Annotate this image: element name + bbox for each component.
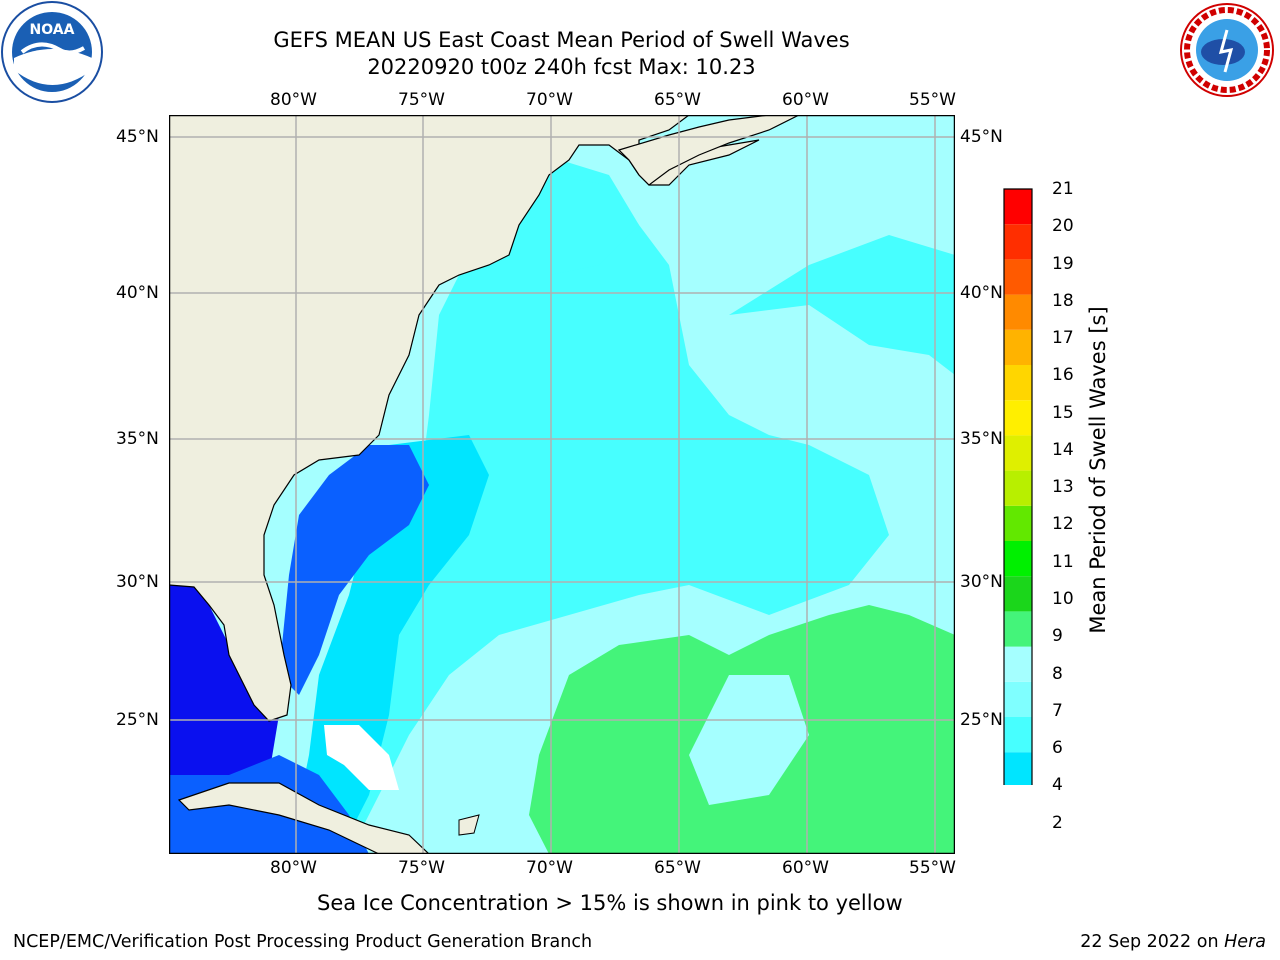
colorbar-ticks: 2 4 6 7 8 9 10 11 12 13 14 15 16 17 18 19 20 21 — [1052, 0, 1092, 960]
colorbar-segment — [1004, 541, 1032, 577]
colorbar-tick-label: 21 — [1052, 179, 1074, 199]
lon-label-bottom: 55°W — [909, 858, 956, 878]
noaa-logo: NOAA — [0, 0, 105, 105]
sea-ice-note: Sea Ice Concentration > 15% is shown in … — [317, 891, 903, 915]
noaa-logo-text: NOAA — [30, 22, 75, 38]
lon-label-bottom: 60°W — [782, 858, 829, 878]
colorbar-tick-label: 7 — [1052, 700, 1063, 721]
colorbar-tick-label: 14 — [1052, 439, 1074, 460]
lon-label-top: 70°W — [526, 90, 573, 110]
lat-label-right: 40°N — [960, 283, 1003, 303]
colorbar-tick-label: 19 — [1052, 253, 1074, 274]
colorbar-svg — [1003, 188, 1033, 852]
bahamas-banks — [324, 725, 399, 790]
colorbar-tick-label: 20 — [1052, 216, 1074, 237]
colorbar-segment — [1004, 681, 1032, 717]
map-frame — [168, 114, 956, 855]
colorbar-segment — [1004, 400, 1032, 436]
colorbar-tick-label: 13 — [1052, 477, 1074, 498]
colorbar-tick-label: 15 — [1052, 402, 1074, 423]
footer-date: 22 Sep 2022 on Hera — [1080, 932, 1266, 952]
colorbar-segment — [1004, 611, 1032, 647]
lat-label-right: 45°N — [960, 127, 1003, 147]
hispaniola-land — [458, 814, 480, 836]
colorbar-frame — [1003, 188, 1033, 823]
lat-label-left: 25°N — [116, 710, 159, 730]
swell-zone-7s — [289, 155, 889, 854]
cuba-land — [177, 782, 430, 854]
map-gridlines — [169, 115, 955, 854]
map-panel — [168, 114, 956, 855]
colorbar-tick-label: 4 — [1052, 775, 1063, 796]
swell-zone-gulf-maine — [529, 175, 639, 275]
colorbar-segment — [1004, 259, 1032, 295]
colorbar-tick-label: 2 — [1052, 812, 1063, 833]
lon-label-top: 75°W — [398, 90, 445, 110]
colorbar — [1000, 185, 1060, 852]
nws-logo — [1177, 0, 1280, 100]
footer-host: Hera — [1224, 932, 1266, 952]
lat-label-right: 25°N — [960, 710, 1003, 730]
colorbar-segment — [1004, 505, 1032, 541]
colorbar-tick-label: 16 — [1052, 365, 1074, 386]
colorbar-segment — [1004, 365, 1032, 401]
colorbar-tick-label: 17 — [1052, 328, 1074, 349]
lon-label-top: 80°W — [270, 90, 317, 110]
colorbar-tick-label: 10 — [1052, 588, 1074, 609]
lon-label-top: 55°W — [909, 90, 956, 110]
colorbar-segment — [1004, 646, 1032, 682]
chart-title: GEFS MEAN US East Coast Mean Period of S… — [273, 28, 850, 52]
lon-label-bottom: 70°W — [526, 858, 573, 878]
lat-label-left: 30°N — [116, 572, 159, 592]
colorbar-tick-label: 8 — [1052, 663, 1063, 684]
footer-date-text: 22 Sep 2022 on — [1080, 932, 1219, 952]
lon-label-bottom: 75°W — [398, 858, 445, 878]
colorbar-label: Mean Period of Swell Waves [s] — [1086, 306, 1110, 634]
lat-label-right: 35°N — [960, 429, 1003, 449]
lat-label-left: 35°N — [116, 429, 159, 449]
colorbar-segment — [1004, 329, 1032, 365]
colorbar-segment — [1004, 752, 1032, 788]
colorbar-tick-label: 9 — [1052, 626, 1063, 647]
map-svg — [168, 114, 956, 855]
colorbar-segment — [1004, 717, 1032, 753]
north-america-land — [169, 115, 760, 722]
lon-label-top: 60°W — [782, 90, 829, 110]
lon-label-top: 65°W — [654, 90, 701, 110]
lon-label-bottom: 65°W — [654, 858, 701, 878]
lon-label-bottom: 80°W — [270, 858, 317, 878]
colorbar-tick-label: 11 — [1052, 551, 1074, 572]
swell-zone-7s-north — [729, 235, 955, 375]
colorbar-segment — [1004, 576, 1032, 612]
colorbar-segment — [1004, 470, 1032, 506]
colorbar-segment — [1004, 435, 1032, 471]
chart-subtitle: 20220920 t00z 240h fcst Max: 10.23 — [367, 55, 756, 79]
colorbar-tick-label: 12 — [1052, 514, 1074, 535]
swell-zone-3s — [279, 445, 429, 695]
lat-label-left: 40°N — [116, 283, 159, 303]
lat-label-right: 30°N — [960, 572, 1003, 592]
colorbar-segment — [1004, 224, 1032, 260]
swell-zone-8s-patch — [689, 675, 809, 805]
colorbar-tick-label: 18 — [1052, 290, 1074, 311]
footer-branch: NCEP/EMC/Verification Post Processing Pr… — [13, 932, 593, 952]
colorbar-segment — [1004, 189, 1032, 225]
colorbar-tick-label: 6 — [1052, 738, 1063, 759]
colorbar-segment — [1004, 294, 1032, 330]
lat-label-left: 45°N — [116, 127, 159, 147]
